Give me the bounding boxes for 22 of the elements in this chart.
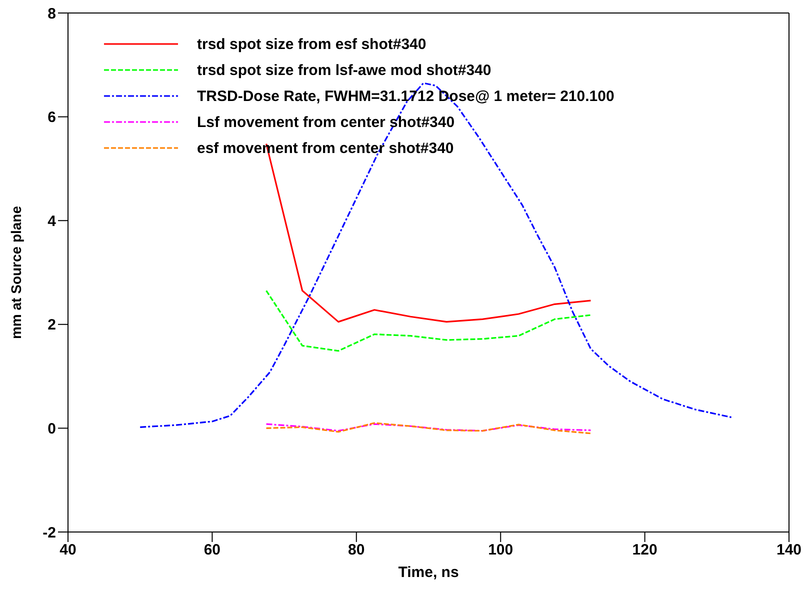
y-tick-label: 6 [48,109,56,126]
x-tick-label: 100 [488,542,514,559]
x-axis-title: Time, ns [398,564,459,581]
x-tick-label: 120 [632,542,658,559]
line-series [265,422,592,434]
legend-label: trsd spot size from lsf-awe mod shot#340 [197,62,492,79]
y-tick-label: 4 [48,212,57,230]
legend-label: trsd spot size from esf shot#340 [197,36,426,53]
line-series [139,82,732,428]
x-tick-label: 80 [348,542,365,559]
y-tick-label: -2 [42,524,56,542]
x-tick-label: 60 [204,542,221,559]
y-tick-label: 2 [48,316,56,334]
y-tick-label: 8 [48,5,56,22]
line-series [265,290,592,352]
x-tick-label: 140 [776,542,802,559]
x-tick-label: 40 [60,542,76,559]
legend-label: Lsf movement from center shot#340 [197,114,455,131]
legend-label: TRSD-Dose Rate, FWHM=31.1712 Dose@ 1 meter= 210.100 [197,88,614,105]
y-axis-title: mm at Source plane [8,206,24,340]
line-series [265,423,592,432]
y-tick-label: 0 [48,420,56,438]
